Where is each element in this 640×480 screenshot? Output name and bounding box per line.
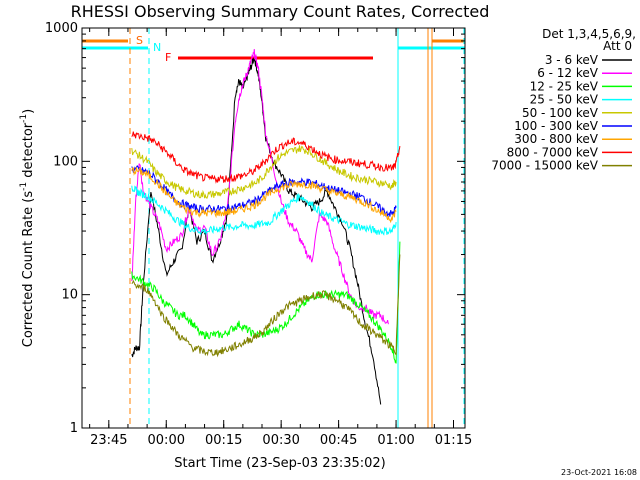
y-axis-label-sup1: -1 [19, 182, 29, 191]
legend-label: 300 - 800 keV [514, 132, 598, 146]
series-line-3 [131, 185, 397, 236]
y-axis-label-sup2: -1 [19, 114, 29, 123]
y-axis-label: Corrected Count Rate (s-1 detector-1) [19, 109, 36, 347]
legend-header-1: Det 1,3,4,5,6,9, [542, 27, 636, 41]
series-line-4 [131, 145, 397, 200]
timestamp: 23-Oct-2021 16:08 [561, 468, 637, 477]
series-line-0 [131, 58, 382, 405]
legend-label: 6 - 12 keV [537, 66, 599, 80]
legend-label: 100 - 300 keV [514, 119, 598, 133]
series-line-2 [131, 241, 401, 364]
legend-label: 12 - 25 keV [530, 79, 599, 93]
legend-label: 25 - 50 keV [530, 93, 599, 107]
legend-label: 3 - 6 keV [545, 53, 599, 67]
y-tick-label: 10 [61, 288, 78, 303]
x-axis-label: Start Time (23-Sep-03 23:35:02) [174, 456, 385, 471]
y-tick-label: 1 [70, 421, 78, 436]
marker-n-label: N [153, 41, 161, 54]
plot-frame [81, 27, 466, 429]
x-axis: 23:45 00:00 00:15 00:30 00:45 01:00 01:15 [89, 28, 472, 448]
series-line-8 [131, 254, 401, 358]
series-group [131, 49, 401, 405]
legend-label: 7000 - 15000 keV [491, 159, 598, 173]
series-line-1 [131, 49, 389, 325]
legend-label: 50 - 100 keV [522, 106, 599, 120]
x-tick-label: 23:45 [90, 433, 127, 448]
series-line-6 [131, 166, 397, 224]
x-tick-label: 00:30 [262, 433, 299, 448]
y-tick-label: 100 [53, 154, 78, 169]
x-tick-label: 00:00 [148, 433, 185, 448]
y-axis-label-main: Corrected Count Rate (s [21, 191, 36, 348]
y-axis: 1 10 100 1000 [45, 21, 465, 436]
marker-f-label: F [165, 51, 171, 64]
y-axis-label-end: ) [21, 109, 36, 114]
x-tick-label: 00:15 [205, 433, 242, 448]
marker-s-label: S [136, 34, 143, 47]
x-tick-label: 01:00 [377, 433, 414, 448]
legend-label: 800 - 7000 keV [507, 145, 599, 159]
x-tick-label: 01:15 [435, 433, 472, 448]
y-axis-label-mid: detector [21, 122, 36, 182]
x-tick-label: 00:45 [320, 433, 357, 448]
chart-title: RHESSI Observing Summary Count Rates, Co… [71, 2, 490, 21]
legend-header-2: Att 0 [603, 39, 632, 53]
series-line-7 [131, 131, 401, 184]
y-tick-label: 1000 [45, 21, 78, 36]
annotations: S N F [82, 28, 465, 428]
